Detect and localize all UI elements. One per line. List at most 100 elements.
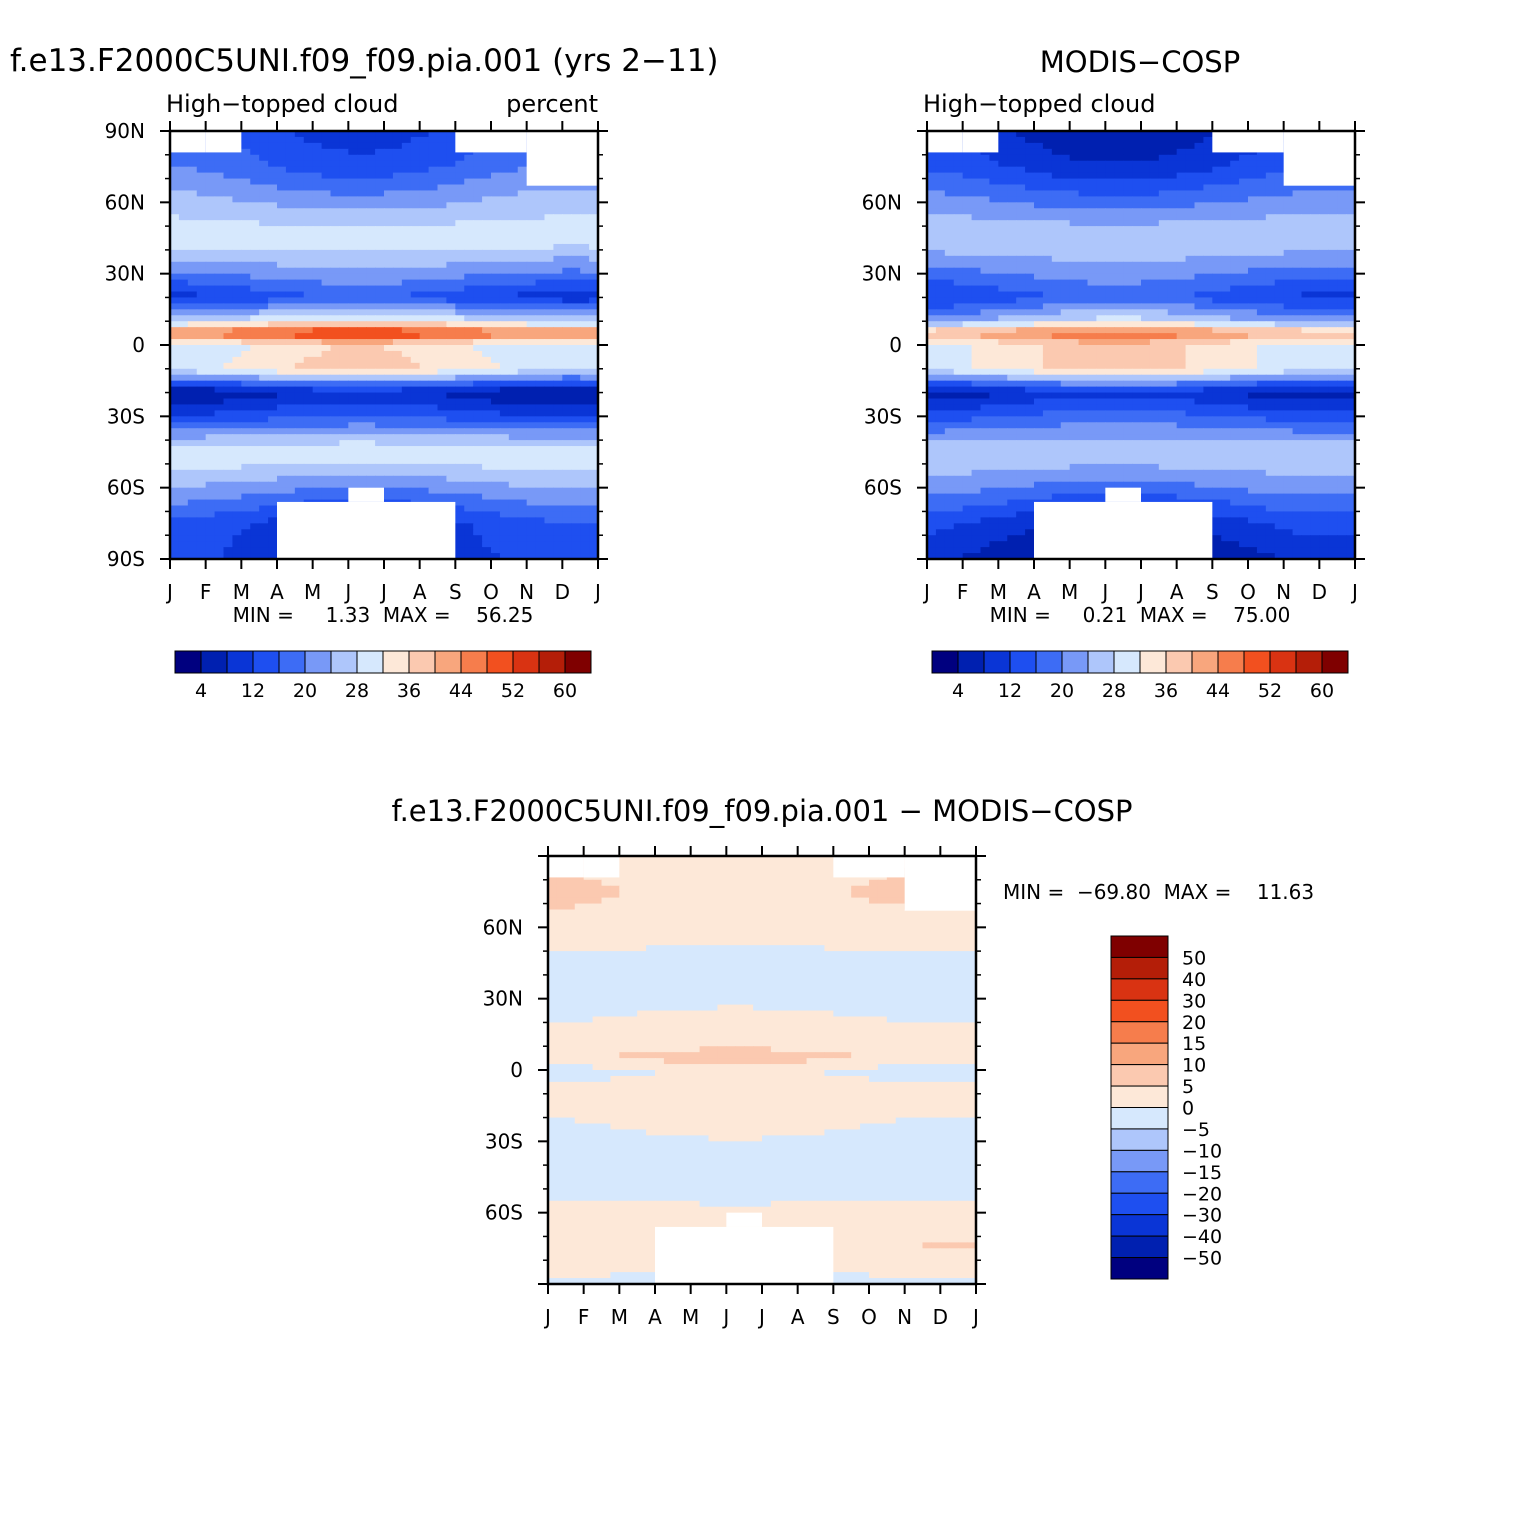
heatmap-cell (321, 410, 332, 417)
heatmap-cell (259, 440, 269, 447)
heatmap-cell (178, 321, 189, 328)
heatmap-cell (571, 487, 581, 495)
heatmap-cell (214, 202, 225, 209)
heatmap-cell (312, 374, 323, 382)
heatmap-cell (473, 285, 483, 293)
heatmap-cell (1256, 273, 1267, 281)
heatmap-cell (178, 362, 189, 370)
heatmap-cell (392, 392, 403, 400)
heatmap-cell (401, 368, 412, 376)
heatmap-cell (277, 285, 287, 293)
heatmap-cell (303, 148, 314, 156)
heatmap-cell (268, 339, 278, 346)
heatmap-cell (268, 434, 278, 441)
heatmap-cell (544, 285, 555, 293)
heatmap-cell (268, 285, 278, 293)
heatmap-cell (392, 285, 403, 293)
heatmap-cell (535, 309, 546, 316)
heatmap-cell (482, 499, 492, 507)
heatmap-cell (571, 356, 581, 364)
heatmap-cell (1149, 208, 1160, 215)
heatmap-cell (1096, 303, 1106, 310)
heatmap-cell (268, 529, 278, 536)
heatmap-cell (187, 374, 198, 382)
heatmap-cell (419, 434, 430, 441)
heatmap-cell (170, 291, 180, 299)
heatmap-cell (1007, 291, 1017, 299)
heatmap-cell (196, 267, 207, 275)
heatmap-cell (268, 243, 278, 251)
heatmap-cell (989, 190, 999, 197)
obs-subtitle-variable: High−topped cloud (923, 90, 1155, 118)
heatmap-cell (535, 220, 546, 227)
heatmap-cell (1337, 238, 1347, 245)
heatmap-cell (339, 410, 349, 417)
heatmap-cell (384, 493, 394, 501)
heatmap-cell (232, 333, 242, 340)
heatmap-cell (277, 196, 287, 203)
heatmap-cell (1292, 220, 1303, 227)
heatmap-cell (589, 499, 599, 507)
heatmap-cell (553, 368, 563, 376)
heatmap-cell (455, 374, 465, 382)
heatmap-cell (1194, 273, 1205, 281)
heatmap-cell (419, 214, 430, 221)
heatmap-cell (277, 469, 287, 477)
heatmap-cell (526, 398, 537, 406)
heatmap-cell (517, 285, 528, 293)
heatmap-cell (1256, 166, 1267, 174)
heatmap-cell (962, 166, 973, 174)
heatmap-cell (580, 339, 590, 346)
heatmap-cell (1328, 249, 1338, 257)
heatmap-cell (508, 523, 519, 530)
heatmap-cell (571, 273, 581, 281)
heatmap-cell (455, 232, 465, 239)
heatmap-cell (571, 523, 581, 530)
heatmap-cell (1221, 208, 1231, 215)
heatmap-cell (482, 255, 492, 263)
heatmap-cell (526, 321, 537, 328)
heatmap-cell (428, 172, 439, 180)
heatmap-cell (499, 505, 510, 513)
heatmap-cell (1016, 261, 1026, 269)
heatmap-cell (375, 172, 385, 180)
heatmap-cell (294, 327, 305, 334)
heatmap-cell (259, 553, 269, 560)
heatmap-cell (259, 178, 269, 186)
heatmap-cell (428, 249, 439, 257)
heatmap-cell (410, 172, 421, 180)
heatmap-cell (303, 261, 314, 269)
heatmap-cell (571, 422, 581, 429)
heatmap-cell (312, 428, 323, 435)
heatmap-cell (285, 243, 296, 251)
heatmap-cell (375, 166, 385, 174)
heatmap-cell (580, 202, 590, 209)
heatmap-cell (1256, 214, 1267, 221)
heatmap-cell (971, 202, 982, 209)
heatmap-cell (330, 404, 341, 411)
heatmap-cell (232, 422, 242, 429)
heatmap-cell (464, 285, 474, 293)
heatmap-cell (357, 368, 367, 376)
heatmap-cell (1105, 178, 1115, 186)
heatmap-cell (357, 202, 367, 209)
heatmap-cell (944, 190, 955, 197)
heatmap-cell (971, 208, 982, 215)
heatmap-cell (455, 410, 465, 417)
heatmap-cell (580, 362, 590, 370)
heatmap-cell (259, 380, 269, 388)
heatmap-cell (998, 249, 1008, 257)
heatmap-cell (927, 172, 937, 180)
heatmap-cell (589, 452, 599, 459)
heatmap-cell (205, 202, 216, 209)
heatmap-cell (285, 410, 296, 417)
heatmap-cell (971, 172, 982, 180)
heatmap-cell (1141, 190, 1151, 197)
heatmap-cell (205, 339, 216, 346)
heatmap-cell (1096, 297, 1106, 304)
heatmap-cell (1034, 238, 1044, 245)
heatmap-cell (1078, 238, 1089, 245)
heatmap-cell (268, 136, 278, 144)
heatmap-cell (1185, 255, 1196, 263)
heatmap-cell (277, 428, 287, 435)
